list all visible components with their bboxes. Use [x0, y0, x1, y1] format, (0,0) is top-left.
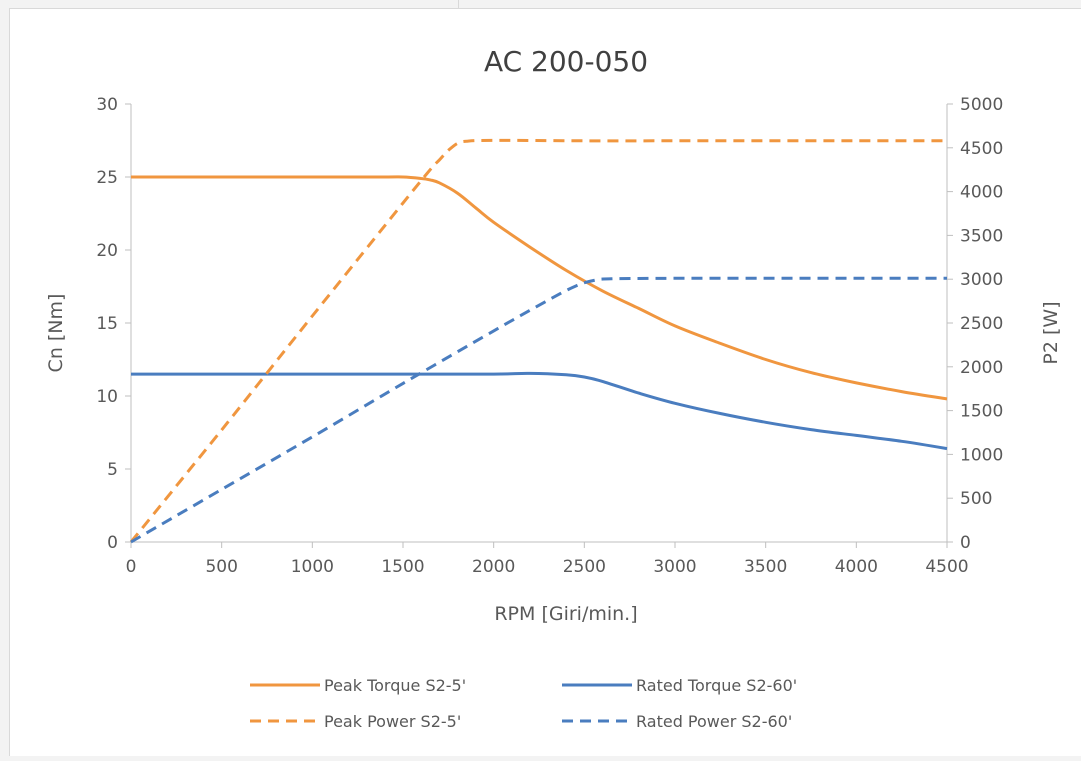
chart-area: AC 200-050 0 5 10 15 20 25 30 0 500 1000 1500 2000 2… [9, 8, 1081, 756]
x-tick-label: 1500 [381, 557, 424, 577]
x-tick-label: 3500 [744, 557, 787, 577]
y2-tick-label: 4500 [960, 139, 1003, 159]
y2-tick-label: 2000 [960, 358, 1003, 378]
x-tick-label: 1000 [291, 557, 334, 577]
series-line-1 [130, 371, 948, 451]
x-tick-label: 4000 [835, 557, 878, 577]
tab-strip [458, 0, 1081, 9]
tab-edge [458, 0, 459, 9]
legend-label-2: Peak Power S2-5' [324, 712, 461, 731]
y2-axis-title: P2 [W] [1040, 301, 1062, 364]
axes: 0 5 10 15 20 25 30 0 500 1000 1500 2000 2500 3000 3500… [96, 95, 1003, 577]
legend-label-3: Rated Power S2-60' [636, 712, 792, 731]
x-tick-label: 500 [205, 557, 237, 577]
y-tick-label: 15 [96, 314, 118, 334]
y-tick-label: 5 [107, 460, 118, 480]
y-tick-label: 30 [96, 95, 118, 115]
legend: Peak Torque S2-5' Rated Torque S2-60' Peak… [250, 676, 797, 731]
y2-tick-label: 4000 [960, 183, 1003, 203]
y2-tick-label: 500 [960, 489, 992, 509]
series-line-3 [130, 276, 947, 544]
x-tick-label: 2000 [472, 557, 515, 577]
y-tick-label: 10 [96, 387, 118, 407]
legend-label-0: Peak Torque S2-5' [324, 676, 466, 695]
x-tick-label: 2500 [563, 557, 606, 577]
x-tick-label: 4500 [925, 557, 968, 577]
y-tick-label: 0 [107, 533, 118, 553]
y2-tick-label: 1000 [960, 445, 1003, 465]
x-tick-label: 0 [126, 557, 137, 577]
y-tick-label: 25 [96, 168, 118, 188]
y-axis-title: Cn [Nm] [45, 294, 67, 373]
series-layer [129, 138, 948, 544]
y2-tick-label: 1500 [960, 402, 1003, 422]
x-axis-title: RPM [Giri/min.] [494, 603, 637, 625]
y2-tick-label: 5000 [960, 95, 1003, 115]
x-tick-label: 3000 [653, 557, 696, 577]
y2-tick-label: 2500 [960, 314, 1003, 334]
legend-label-1: Rated Torque S2-60' [636, 676, 797, 695]
series-line-0 [131, 175, 948, 401]
chart-title: AC 200-050 [484, 45, 648, 78]
y2-tick-label: 3500 [960, 226, 1003, 246]
series-line-2 [129, 138, 948, 543]
y2-tick-label: 3000 [960, 270, 1003, 290]
chart-svg: AC 200-050 0 5 10 15 20 25 30 0 500 1000 1500 2000 2… [45, 45, 1062, 731]
y2-tick-label: 0 [960, 533, 971, 553]
y-tick-label: 20 [96, 241, 118, 261]
